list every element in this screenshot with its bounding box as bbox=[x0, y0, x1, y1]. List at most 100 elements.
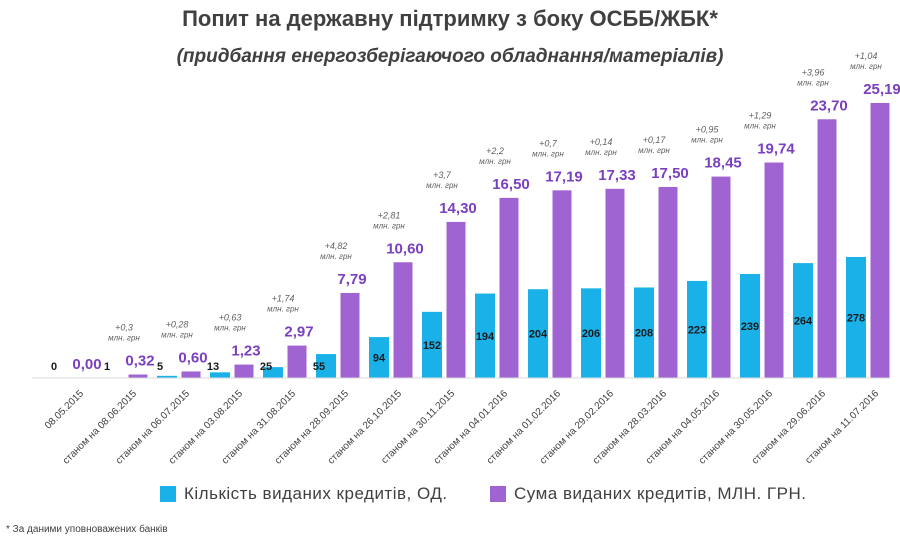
legend-swatch-sum bbox=[490, 486, 506, 502]
legend-item-count: Кількість виданих кредитів, ОД. bbox=[160, 484, 448, 504]
increment-value-label: +4,82 bbox=[325, 241, 348, 251]
count-bar bbox=[528, 289, 548, 378]
increment-value-label: +0,28 bbox=[166, 319, 189, 329]
increment-value-label: +0,3 bbox=[115, 323, 133, 333]
sum-data-label: 0,00 bbox=[72, 356, 101, 373]
sum-data-label: 0,32 bbox=[125, 353, 154, 370]
count-data-label: 223 bbox=[688, 324, 706, 336]
count-data-label: 204 bbox=[529, 329, 548, 341]
count-data-label: 206 bbox=[582, 328, 600, 340]
count-data-label: 264 bbox=[794, 316, 813, 328]
increment-value-label: +1,29 bbox=[749, 110, 772, 120]
count-data-label: 94 bbox=[373, 353, 386, 365]
sum-bar bbox=[605, 188, 625, 378]
count-data-label: 152 bbox=[423, 340, 441, 352]
count-data-label: 5 bbox=[157, 361, 163, 373]
sum-bar bbox=[287, 345, 307, 378]
increment-value-label: +0,7 bbox=[539, 138, 558, 148]
increment-value-label: +0,14 bbox=[590, 137, 613, 147]
sum-bar bbox=[181, 371, 201, 378]
increment-value-label: +2,2 bbox=[486, 146, 504, 156]
increment-unit-label: млн. грн bbox=[267, 305, 299, 314]
count-data-label: 25 bbox=[260, 361, 272, 373]
legend-swatch-count bbox=[160, 486, 176, 502]
count-bar bbox=[475, 293, 495, 378]
sum-data-label: 0,60 bbox=[178, 349, 207, 366]
count-data-label: 208 bbox=[635, 328, 653, 340]
chart-subtitle: (придбання енергозберігаючого обладнання… bbox=[176, 46, 724, 67]
count-bar bbox=[793, 263, 813, 378]
count-bar bbox=[687, 280, 707, 378]
sum-data-label: 17,19 bbox=[545, 168, 583, 185]
increment-unit-label: млн. грн bbox=[744, 121, 776, 130]
count-bar bbox=[157, 375, 177, 378]
increment-unit-label: млн. грн bbox=[426, 181, 458, 190]
chart-title: Попит на державну підтримку з боку ОСББ/… bbox=[182, 6, 718, 31]
increment-unit-label: млн. грн bbox=[638, 146, 670, 155]
count-bar bbox=[846, 257, 866, 378]
sum-data-label: 23,70 bbox=[810, 97, 848, 114]
legend-label-count: Кількість виданих кредитів, ОД. bbox=[184, 484, 448, 503]
sum-bar bbox=[658, 186, 678, 378]
sum-bar bbox=[764, 162, 784, 378]
sum-bar bbox=[340, 292, 360, 378]
increment-unit-label: млн. грн bbox=[850, 62, 882, 71]
increment-value-label: +1,04 bbox=[855, 51, 878, 61]
increment-unit-label: млн. грн bbox=[320, 252, 352, 261]
sum-bar bbox=[870, 103, 890, 378]
legend-item-sum: Сума виданих кредитів, МЛН. ГРН. bbox=[490, 484, 806, 504]
increment-value-label: +2,81 bbox=[378, 210, 401, 220]
sum-bar bbox=[552, 190, 572, 378]
sum-data-label: 1,23 bbox=[231, 343, 260, 360]
increment-unit-label: млн. грн bbox=[479, 157, 511, 166]
sum-data-label: 10,60 bbox=[386, 240, 424, 257]
sum-data-label: 19,74 bbox=[757, 140, 795, 157]
count-bar bbox=[369, 337, 389, 378]
increment-value-label: +0,17 bbox=[643, 135, 667, 145]
sum-data-label: 17,33 bbox=[598, 167, 636, 184]
footnote: * За даними уповноважених банків bbox=[6, 524, 168, 535]
count-data-label: 194 bbox=[476, 331, 495, 343]
sum-data-label: 25,19 bbox=[863, 81, 900, 98]
count-data-label: 55 bbox=[313, 361, 325, 373]
increment-value-label: +0,63 bbox=[219, 313, 242, 323]
sum-bar bbox=[817, 119, 837, 379]
count-bar bbox=[740, 273, 760, 378]
count-bar bbox=[422, 311, 442, 378]
sum-data-label: 18,45 bbox=[704, 155, 742, 172]
count-data-label: 13 bbox=[207, 361, 219, 373]
count-data-label: 278 bbox=[847, 313, 865, 325]
sum-bar bbox=[499, 197, 519, 378]
sum-data-label: 14,30 bbox=[439, 200, 477, 217]
increment-value-label: +3,96 bbox=[802, 67, 825, 77]
sum-data-label: 2,97 bbox=[284, 324, 313, 341]
increment-unit-label: млн. грн bbox=[585, 148, 617, 157]
count-data-label: 1 bbox=[104, 361, 110, 373]
increment-unit-label: млн. грн bbox=[214, 324, 246, 333]
increment-unit-label: млн. грн bbox=[373, 221, 405, 230]
increment-value-label: +0,95 bbox=[696, 125, 720, 135]
increment-unit-label: млн. грн bbox=[797, 78, 829, 87]
sum-bar bbox=[128, 374, 148, 378]
count-bar bbox=[581, 288, 601, 378]
count-bar bbox=[210, 372, 230, 378]
increment-unit-label: млн. грн bbox=[691, 136, 723, 145]
sum-data-label: 17,50 bbox=[651, 165, 689, 182]
increment-unit-label: млн. грн bbox=[161, 330, 193, 339]
legend-label-sum: Сума виданих кредитів, МЛН. ГРН. bbox=[514, 484, 807, 503]
count-bar bbox=[263, 367, 283, 378]
count-data-label: 0 bbox=[51, 361, 57, 373]
sum-bar bbox=[446, 221, 466, 378]
legend: Кількість виданих кредитів, ОД. Сума вид… bbox=[160, 484, 860, 512]
count-bar bbox=[634, 287, 654, 378]
count-bar bbox=[316, 354, 336, 378]
sum-data-label: 16,50 bbox=[492, 176, 530, 193]
increment-value-label: +3,7 bbox=[433, 170, 452, 180]
increment-unit-label: млн. грн bbox=[108, 334, 140, 343]
sum-bar bbox=[234, 364, 254, 378]
sum-bar bbox=[393, 262, 413, 378]
count-data-label: 239 bbox=[741, 321, 759, 333]
increment-unit-label: млн. грн bbox=[532, 149, 564, 158]
category-tick-label: 08.05.2015 bbox=[43, 388, 86, 431]
